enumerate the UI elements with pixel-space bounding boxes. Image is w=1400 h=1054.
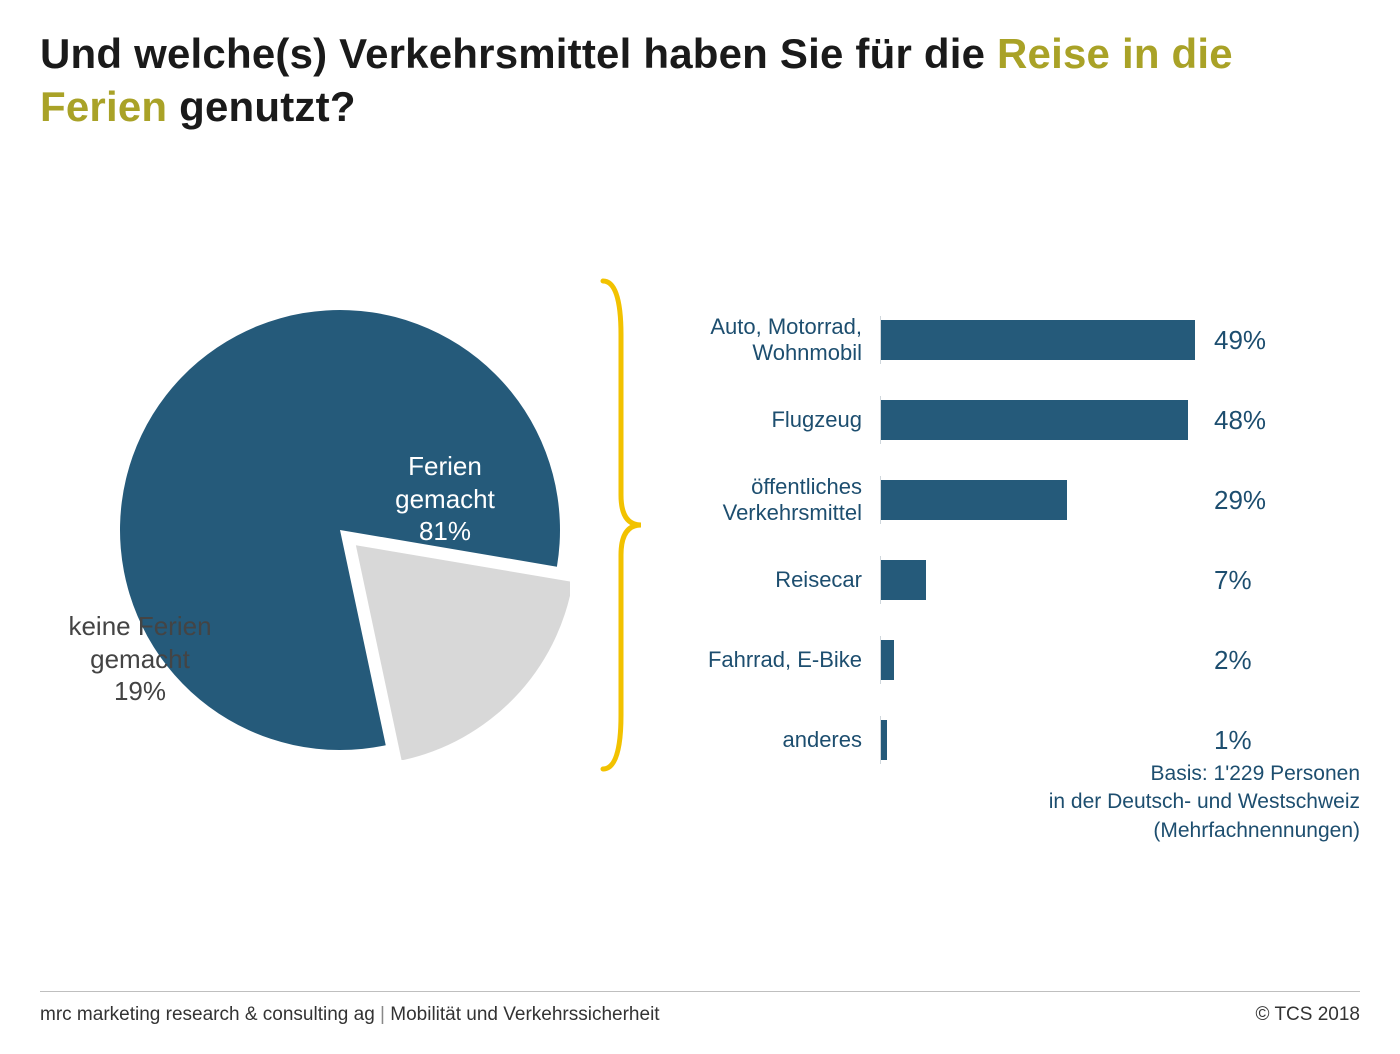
pie-label-main: Ferien gemacht 81% — [365, 450, 525, 548]
bar-value: 1% — [1200, 725, 1280, 756]
pie-sec-pct: 19% — [114, 676, 166, 706]
bar-label: Fahrrad, E-Bike — [680, 647, 880, 673]
bar-fill — [881, 640, 894, 680]
bar-fill — [881, 480, 1067, 520]
bar-track — [880, 636, 1200, 684]
pie-chart: Ferien gemacht 81% keine Ferien gemacht … — [110, 300, 570, 760]
bar-row: Flugzeug 48% — [680, 380, 1380, 460]
footer-org: mrc marketing research & consulting ag — [40, 1004, 375, 1025]
basis-line: Basis: 1'229 Personen — [1000, 760, 1360, 788]
bar-label: Flugzeug — [680, 407, 880, 433]
footer-topic: Mobilität und Verkehrssicherheit — [390, 1004, 659, 1025]
bar-track — [880, 316, 1200, 364]
bar-fill — [881, 560, 926, 600]
bar-fill — [881, 720, 887, 760]
bar-row: öffentliches Verkehrsmittel 29% — [680, 460, 1380, 540]
bar-track — [880, 556, 1200, 604]
basis-line: in der Deutsch- und Westschweiz — [1000, 788, 1360, 816]
basis-line: (Mehrfachnennungen) — [1000, 817, 1360, 845]
basis-note: Basis: 1'229 Personen in der Deutsch- un… — [1000, 760, 1360, 845]
bar-row: Auto, Motorrad, Wohnmobil 49% — [680, 300, 1380, 380]
brace-icon — [595, 275, 645, 775]
pie-main-pct: 81% — [419, 516, 471, 546]
bar-value: 2% — [1200, 645, 1280, 676]
footer: mrc marketing research & consulting ag |… — [40, 1004, 1360, 1026]
pie-label-secondary: keine Ferien gemacht 19% — [55, 610, 225, 708]
title-post: genutzt? — [167, 83, 355, 130]
footer-sep: | — [375, 1004, 391, 1025]
bar-row: Reisecar 7% — [680, 540, 1380, 620]
bar-value: 48% — [1200, 405, 1280, 436]
bar-track — [880, 476, 1200, 524]
pie-slice — [356, 545, 570, 760]
footer-right: © TCS 2018 — [1256, 1004, 1360, 1026]
title-pre: Und welche(s) Verkehrsmittel haben Sie f… — [40, 30, 997, 77]
bar-label: Auto, Motorrad, Wohnmobil — [680, 314, 880, 367]
bar-value: 29% — [1200, 485, 1280, 516]
footer-rule — [40, 991, 1360, 992]
page-title: Und welche(s) Verkehrsmittel haben Sie f… — [40, 28, 1360, 133]
bar-label: Reisecar — [680, 567, 880, 593]
bar-fill — [881, 320, 1195, 360]
charts-area: Ferien gemacht 81% keine Ferien gemacht … — [40, 280, 1360, 840]
bar-track — [880, 716, 1200, 764]
bar-row: Fahrrad, E-Bike 2% — [680, 620, 1380, 700]
bar-label: anderes — [680, 727, 880, 753]
bar-label: öffentliches Verkehrsmittel — [680, 474, 880, 527]
bar-value: 49% — [1200, 325, 1280, 356]
bar-chart: Auto, Motorrad, Wohnmobil 49% Flugzeug 48% ö… — [680, 300, 1380, 780]
bar-track — [880, 396, 1200, 444]
bar-value: 7% — [1200, 565, 1280, 596]
bar-fill — [881, 400, 1188, 440]
footer-left: mrc marketing research & consulting ag |… — [40, 1004, 660, 1026]
